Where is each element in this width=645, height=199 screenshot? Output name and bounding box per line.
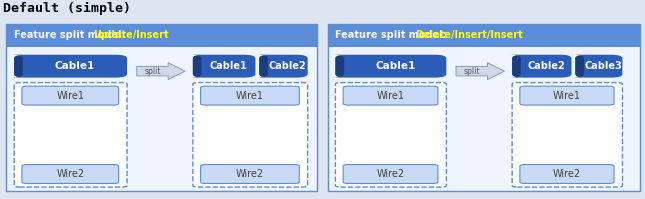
FancyBboxPatch shape bbox=[201, 86, 299, 105]
Polygon shape bbox=[456, 63, 504, 80]
FancyBboxPatch shape bbox=[575, 55, 622, 78]
FancyBboxPatch shape bbox=[335, 55, 446, 78]
FancyBboxPatch shape bbox=[22, 165, 119, 183]
Text: Cable1: Cable1 bbox=[375, 61, 415, 71]
FancyBboxPatch shape bbox=[335, 83, 446, 187]
Text: Cable1: Cable1 bbox=[210, 61, 248, 71]
FancyBboxPatch shape bbox=[201, 165, 299, 183]
FancyBboxPatch shape bbox=[256, 55, 271, 78]
Text: Wire1: Wire1 bbox=[553, 91, 581, 101]
Text: Cable1: Cable1 bbox=[55, 61, 95, 71]
FancyBboxPatch shape bbox=[190, 55, 204, 78]
FancyBboxPatch shape bbox=[572, 55, 587, 78]
FancyBboxPatch shape bbox=[22, 86, 119, 105]
Text: Wire2: Wire2 bbox=[56, 169, 84, 179]
Bar bbox=[6, 24, 317, 47]
FancyBboxPatch shape bbox=[332, 55, 347, 78]
Text: split: split bbox=[464, 67, 480, 76]
FancyBboxPatch shape bbox=[343, 86, 438, 105]
Text: Wire2: Wire2 bbox=[377, 169, 404, 179]
FancyBboxPatch shape bbox=[509, 55, 524, 78]
Bar bbox=[328, 24, 640, 47]
FancyBboxPatch shape bbox=[259, 55, 308, 78]
FancyBboxPatch shape bbox=[512, 83, 622, 187]
Text: Cable2: Cable2 bbox=[527, 61, 565, 71]
FancyBboxPatch shape bbox=[193, 55, 255, 78]
FancyBboxPatch shape bbox=[193, 83, 308, 187]
Polygon shape bbox=[137, 63, 185, 80]
FancyBboxPatch shape bbox=[11, 55, 26, 78]
FancyBboxPatch shape bbox=[512, 55, 571, 78]
Text: Cable3: Cable3 bbox=[584, 61, 622, 71]
Text: Delete/Insert/Insert: Delete/Insert/Insert bbox=[415, 30, 522, 40]
Bar bbox=[328, 24, 640, 191]
FancyBboxPatch shape bbox=[14, 83, 127, 187]
Text: Feature split model:: Feature split model: bbox=[14, 30, 129, 40]
Text: Update/Insert: Update/Insert bbox=[94, 30, 169, 40]
FancyBboxPatch shape bbox=[343, 165, 438, 183]
Text: Wire1: Wire1 bbox=[236, 91, 264, 101]
FancyBboxPatch shape bbox=[520, 165, 614, 183]
Text: Cable2: Cable2 bbox=[269, 61, 307, 71]
Text: Feature split model:: Feature split model: bbox=[335, 30, 450, 40]
Text: Default (simple): Default (simple) bbox=[3, 2, 131, 15]
Text: split: split bbox=[144, 67, 161, 76]
FancyBboxPatch shape bbox=[14, 55, 127, 78]
Text: Wire1: Wire1 bbox=[56, 91, 84, 101]
Bar bbox=[6, 24, 317, 191]
FancyBboxPatch shape bbox=[520, 86, 614, 105]
Text: Wire1: Wire1 bbox=[377, 91, 404, 101]
Text: Wire2: Wire2 bbox=[236, 169, 264, 179]
Text: Wire2: Wire2 bbox=[553, 169, 581, 179]
